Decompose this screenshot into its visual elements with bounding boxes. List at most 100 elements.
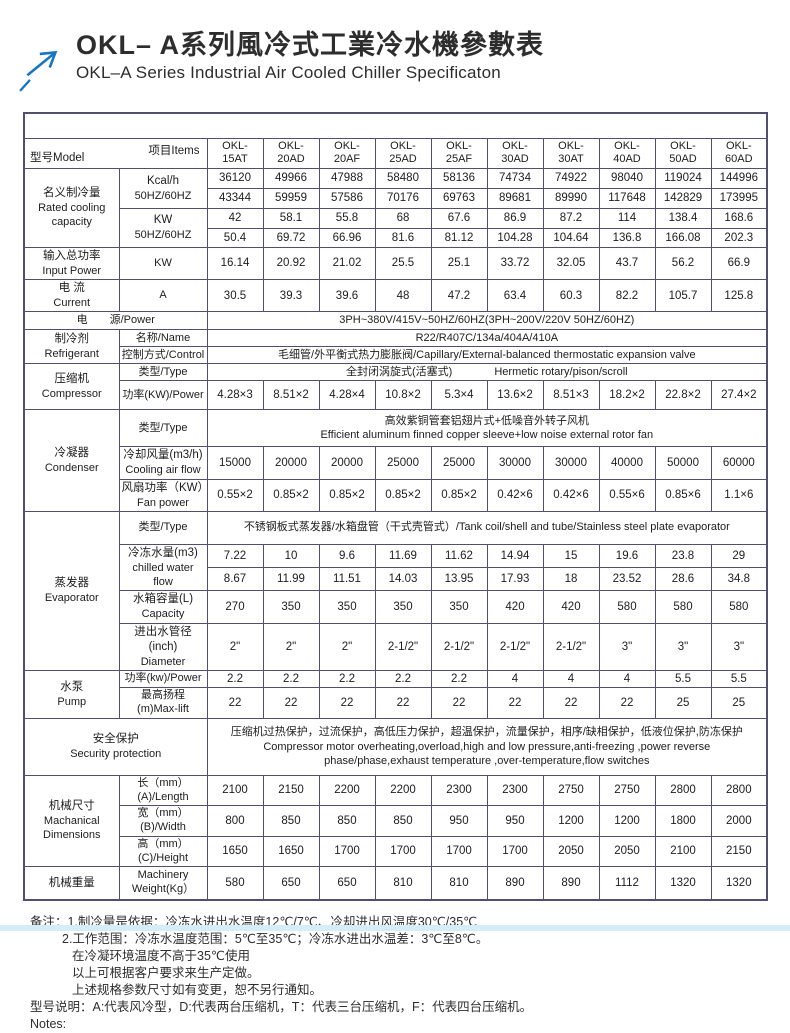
span-value-cell: 毛细管/外平衡式热力膨胀阀/Capillary/External-balance… bbox=[206, 346, 768, 365]
value-cell: 2150 bbox=[262, 774, 320, 807]
value-cell: 18 bbox=[542, 567, 600, 592]
group-label-cell: 压缩机 Compressor bbox=[23, 363, 120, 411]
item-label-cell: KW 50HZ/60HZ bbox=[118, 208, 208, 248]
item-label-cell: 进出水管径(inch) Diameter bbox=[118, 622, 208, 671]
table-row: 输入总功率 Input Power KW 16.14 20.92 21.02 2… bbox=[23, 246, 768, 281]
value-cell: 810 bbox=[374, 866, 432, 901]
value-cell: 36120 bbox=[206, 168, 264, 189]
value-cell: 2750 bbox=[598, 774, 656, 807]
value-cell: 8.51×3 bbox=[542, 380, 600, 411]
corner-items-label: 项目Items bbox=[148, 144, 200, 157]
value-cell: 2800 bbox=[654, 774, 712, 807]
group-label-zh: 压缩机 bbox=[54, 373, 90, 386]
value-cell: 43.7 bbox=[598, 246, 656, 281]
notes: 备注：1.制冷量是依据：冷冻水进出水温度12℃/7℃、冷却进出风温度30℃/35… bbox=[30, 914, 790, 1033]
value-cell: 890 bbox=[486, 866, 544, 901]
value-cell: 650 bbox=[318, 866, 376, 901]
item-label-cell: 冷冻水量(m3) chilled water flow bbox=[118, 543, 208, 592]
value-cell: 2.2 bbox=[206, 669, 264, 689]
table-caption: OKL -A系列风冷式工业冷水机参数表 bbox=[23, 112, 768, 139]
table-row: 电 流 Current A 30.5 39.3 39.6 48 47.2 63.… bbox=[23, 279, 768, 313]
group-label-zh: 蒸发器 bbox=[54, 577, 90, 590]
span-value-cell: 3PH~380V/415V~50HZ/60HZ(3PH~200V/220V 50… bbox=[206, 311, 768, 331]
value-cell: 1700 bbox=[430, 835, 488, 868]
value-cell: 49966 bbox=[262, 168, 320, 189]
value-cell: 4.28×3 bbox=[206, 380, 264, 411]
table-row: 进出水管径(inch) Diameter 2" 2" 2" 2-1/2" 2-1… bbox=[24, 622, 768, 671]
table-row: 安全保护 Security protection 压缩机过热保护，过流保护，高低… bbox=[23, 717, 768, 776]
value-cell: 1800 bbox=[654, 805, 712, 837]
table-row: 电 源/Power 3PH~380V/415V~50HZ/60HZ(3PH~20… bbox=[23, 311, 768, 331]
value-cell: 22 bbox=[598, 687, 656, 719]
table-row: 型号Model 项目Items OKL-15AT OKL-20AD OKL-20… bbox=[23, 137, 768, 169]
table-row: 机械重量 Machinery Weight(Kg） 580 650 650 81… bbox=[23, 866, 768, 901]
value-cell: 82.2 bbox=[598, 279, 656, 313]
value-cell: 11.51 bbox=[318, 567, 376, 592]
item-label-cell: 长（mm）(A)/Length bbox=[118, 774, 208, 807]
value-cell: 70176 bbox=[374, 188, 432, 209]
value-cell: 117648 bbox=[598, 188, 656, 209]
value-cell: 2.2 bbox=[374, 669, 432, 689]
item-unit: 50HZ/60HZ bbox=[134, 229, 192, 242]
table-row: 名义制冷量 Rated cooling capacity Kcal/h 50HZ… bbox=[23, 168, 768, 248]
value-cell: 4 bbox=[598, 669, 656, 689]
value-cell: 98040 bbox=[598, 168, 656, 189]
group-label-en: Refrigerant bbox=[44, 348, 99, 361]
table-row: 冷冻水量(m3) chilled water flow 7.22 10 9.6 … bbox=[24, 543, 768, 592]
value-cell: 21.02 bbox=[318, 246, 376, 281]
group-label-en: Machanical Dimensions bbox=[43, 815, 101, 842]
value-cell: 350 bbox=[262, 590, 320, 624]
value-cell: 25000 bbox=[374, 446, 432, 480]
security-zh: 压缩机过热保护，过流保护，高低压力保护，超温保护，流量保护，相序/缺相保护，低液… bbox=[230, 726, 743, 739]
table-row: 宽（mm）(B)/Width 800 850 850 850 950 950 1… bbox=[24, 805, 768, 837]
item-label-cell: 水箱容量(L) Capacity bbox=[118, 590, 208, 624]
value-cell: 39.6 bbox=[318, 279, 376, 313]
item-label: Kcal/h bbox=[147, 174, 179, 187]
value-cell: 19.6 bbox=[598, 543, 656, 569]
value-cell: 58.1 bbox=[262, 208, 320, 229]
item-label-cell: 最高扬程(m)Max-lift bbox=[118, 687, 208, 719]
value-cell: 42 bbox=[206, 208, 264, 229]
value-cell: 5.3×4 bbox=[430, 380, 488, 411]
group-label-en: Pump bbox=[57, 695, 87, 708]
value-cell: 59959 bbox=[262, 188, 320, 209]
value-cell: 60000 bbox=[710, 446, 768, 480]
value-cell: 22.8×2 bbox=[654, 380, 712, 411]
item-label-cell: 冷却风量(m3/h) Cooling air flow bbox=[118, 446, 208, 480]
table-row: KW 50HZ/60HZ 42 58.1 55.8 68 67.6 86.9 8… bbox=[24, 208, 768, 248]
item-label-cell: 类型/Type bbox=[118, 363, 208, 382]
value-cell: 104.64 bbox=[542, 228, 600, 248]
brand-arrow-icon bbox=[19, 50, 58, 92]
group-label-zh: 冷凝器 bbox=[54, 447, 90, 460]
security-en: Compressor motor overheating,overload,hi… bbox=[263, 740, 711, 767]
item-label-en: Cooling air flow bbox=[125, 464, 201, 477]
value-cell: 2050 bbox=[542, 835, 600, 868]
value-cell: 580 bbox=[710, 590, 768, 624]
value-cell: 15 bbox=[542, 543, 600, 569]
compressor-type-en: Hermetic rotary/pison/scroll bbox=[494, 365, 628, 378]
value-cell: 1700 bbox=[486, 835, 544, 868]
table-row: 高（mm）(C)/Height 1650 1650 1700 1700 1700… bbox=[24, 835, 768, 868]
value-cell: 11.69 bbox=[374, 543, 432, 569]
item-label-cell: 宽（mm）(B)/Width bbox=[118, 805, 208, 837]
item-label-zh: 水箱容量(L) bbox=[132, 593, 194, 606]
span-value-cell: 高效紫铜管套铝翅片式+低噪音外转子风机 Efficient aluminum f… bbox=[206, 409, 768, 448]
value-cell: 10 bbox=[262, 543, 320, 569]
group-label-en: Input Power bbox=[42, 264, 102, 277]
group-label-en: Rated cooling capacity bbox=[38, 202, 106, 229]
model-col-header: OKL-50AD bbox=[654, 137, 712, 169]
value-cell: 144996 bbox=[710, 168, 768, 189]
value-cell: 2050 bbox=[598, 835, 656, 868]
value-cell: 105.7 bbox=[654, 279, 712, 313]
value-cell: 580 bbox=[206, 866, 264, 901]
value-cell: 87.2 bbox=[542, 208, 600, 229]
value-cell: 48 bbox=[374, 279, 432, 313]
value-cell: 2-1/2" bbox=[542, 622, 600, 671]
value-cell: 69763 bbox=[430, 188, 488, 209]
model-col-header: OKL-25AD bbox=[374, 137, 432, 169]
group-label-cell: 输入总功率 Input Power bbox=[23, 246, 120, 281]
item-label-zh: 风扇功率（KW） bbox=[121, 481, 210, 494]
item-label-cell: 类型/Type bbox=[118, 510, 208, 545]
value-cell: 3" bbox=[654, 622, 712, 671]
value-cell: 2-1/2" bbox=[374, 622, 432, 671]
